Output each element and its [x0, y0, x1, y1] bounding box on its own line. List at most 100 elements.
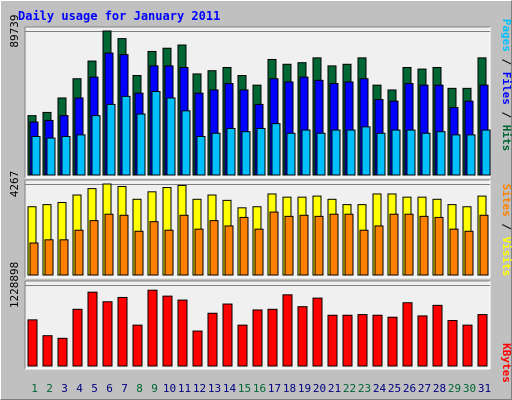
x-tick-label: 5	[91, 382, 98, 395]
bar-sites-day-4	[74, 229, 84, 276]
bar-kbytes-day-4	[72, 308, 83, 367]
bar-pages-day-1	[31, 135, 41, 176]
bar-sites-day-16	[254, 228, 264, 276]
bar-sites-day-10	[164, 229, 174, 276]
bar-kbytes-day-24	[372, 314, 383, 367]
bar-kbytes-day-30	[462, 324, 473, 367]
bar-pages-day-16	[256, 127, 266, 176]
panel-hits-files-pages: 89739	[8, 14, 491, 179]
x-tick-label: 9	[151, 382, 158, 395]
bar-sites-day-9	[149, 221, 159, 276]
bar-pages-day-4	[76, 134, 86, 176]
y-max-label: 89739	[8, 14, 21, 47]
bar-sites-day-6	[104, 213, 114, 276]
x-tick-label: 17	[268, 382, 281, 395]
legend-pages: Pages	[500, 19, 512, 52]
bar-pages-day-15	[241, 131, 251, 176]
x-tick-label: 10	[163, 382, 176, 395]
legend-group-3: KBytes	[500, 343, 512, 383]
legend-visits: Visits	[500, 237, 512, 277]
bar-sites-day-3	[59, 239, 69, 276]
x-tick-label: 14	[223, 382, 237, 395]
x-tick-label: 1	[31, 382, 38, 395]
bar-sites-day-2	[44, 239, 54, 276]
x-tick-label: 18	[283, 382, 296, 395]
bar-pages-day-10	[166, 97, 176, 176]
bar-sites-day-13	[209, 220, 219, 276]
bar-pages-day-24	[376, 132, 386, 176]
legend-kbytes: KBytes	[500, 343, 512, 383]
bar-pages-day-28	[436, 131, 446, 176]
bar-pages-day-11	[181, 110, 191, 176]
x-tick-label: 27	[418, 382, 431, 395]
legend-files: Files	[500, 72, 512, 105]
bar-sites-day-8	[134, 230, 144, 276]
bar-pages-day-25	[391, 129, 401, 176]
bar-pages-day-21	[331, 129, 341, 176]
bar-pages-day-19	[301, 129, 311, 176]
legend-separator: /	[500, 52, 512, 72]
bar-sites-day-20	[314, 215, 324, 276]
bar-kbytes-day-2	[42, 335, 53, 367]
bar-sites-day-30	[464, 230, 474, 276]
bar-pages-day-29	[451, 134, 461, 176]
bar-sites-day-29	[449, 228, 459, 276]
bar-pages-day-5	[91, 115, 101, 176]
x-tick-label: 31	[478, 382, 491, 395]
x-tick-label: 28	[433, 382, 446, 395]
bar-sites-day-17	[269, 211, 279, 276]
bar-kbytes-day-31	[477, 314, 488, 367]
bar-sites-day-28	[434, 216, 444, 276]
legend-group-1: Pages / Files / Hits	[500, 19, 512, 152]
bar-kbytes-day-1	[27, 319, 38, 367]
legend-separator: /	[500, 105, 512, 125]
y-max-label: 4267	[8, 171, 21, 198]
x-tick-label: 26	[403, 382, 416, 395]
bar-pages-day-12	[196, 135, 206, 176]
x-tick-label: 13	[208, 382, 221, 395]
bar-pages-day-2	[46, 137, 56, 176]
bar-sites-day-27	[419, 215, 429, 276]
bar-kbytes-day-27	[417, 315, 428, 367]
bar-kbytes-day-29	[447, 320, 458, 367]
x-tick-label: 2	[46, 382, 53, 395]
bar-pages-day-23	[361, 126, 371, 176]
x-tick-label: 22	[343, 382, 356, 395]
bar-pages-day-7	[121, 95, 131, 176]
x-tick-label: 12	[193, 382, 206, 395]
legend-hits: Hits	[500, 125, 512, 152]
bar-sites-day-21	[329, 213, 339, 276]
bar-kbytes-day-6	[102, 301, 113, 367]
bar-pages-day-9	[151, 91, 161, 176]
x-tick-label: 11	[178, 382, 191, 395]
bar-sites-day-12	[194, 228, 204, 276]
bar-kbytes-day-11	[177, 299, 188, 367]
bar-kbytes-day-19	[297, 306, 308, 367]
bar-sites-day-26	[404, 213, 414, 276]
legend-labels: Pages / Files / Hits Sites / Visits KBytes	[500, 19, 512, 383]
bar-kbytes-day-18	[282, 294, 293, 367]
x-tick-label: 21	[328, 382, 341, 395]
bar-sites-day-24	[374, 225, 384, 276]
bar-pages-day-26	[406, 129, 416, 176]
bar-pages-day-30	[466, 134, 476, 176]
bar-sites-day-25	[389, 213, 399, 276]
x-tick-label: 30	[463, 382, 476, 395]
bar-kbytes-day-16	[252, 309, 263, 367]
x-tick-label: 29	[448, 382, 461, 395]
bar-kbytes-day-8	[132, 324, 143, 367]
bar-kbytes-day-7	[117, 296, 128, 367]
x-tick-label: 24	[373, 382, 387, 395]
x-tick-label: 25	[388, 382, 401, 395]
bar-kbytes-day-15	[237, 324, 248, 367]
bar-kbytes-day-25	[387, 316, 398, 367]
bar-kbytes-day-17	[267, 308, 278, 367]
x-tick-label: 4	[76, 382, 83, 395]
bar-kbytes-day-12	[192, 330, 203, 367]
legend-separator: /	[500, 217, 512, 237]
x-tick-label: 16	[253, 382, 266, 395]
chart-title: Daily usage for January 2011	[18, 9, 220, 23]
bar-sites-day-19	[299, 214, 309, 276]
bar-sites-day-1	[29, 242, 39, 276]
